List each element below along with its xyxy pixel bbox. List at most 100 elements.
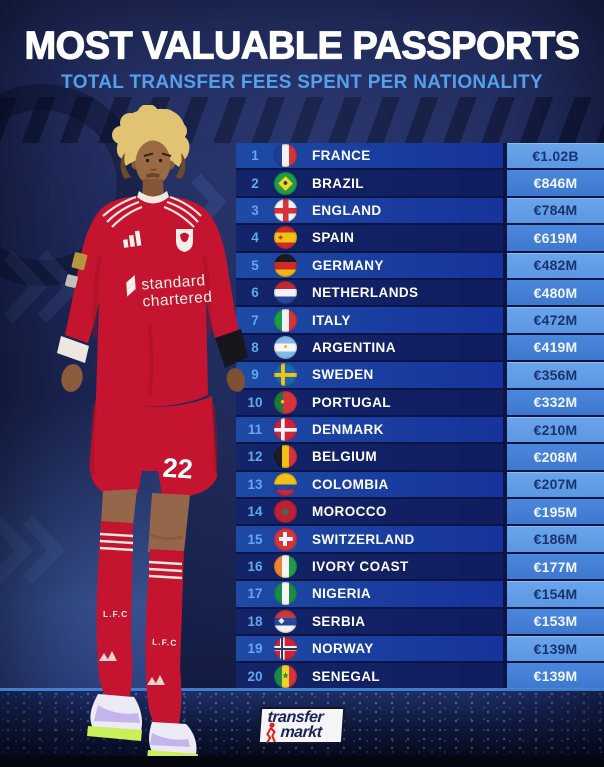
country-cell: 17 NIGERIA [236,581,503,607]
country-cell: 6 NETHERLANDS [236,279,503,306]
transfer-fee-cell: €154M [507,581,604,607]
table-row: 20 ★ SENEGAL €139M [236,663,604,689]
table-row: 12 BELGIUM €208M [236,444,604,470]
transfer-fee-cell: €332M [507,389,604,415]
rankings-table: 1 FRANCE €1.02B 2 ◆ ● BRAZIL €846M 3 ENGL… [236,143,604,689]
country-name: ITALY [312,312,351,328]
flag-spain: ◆ [274,226,297,250]
rank-number: 1 [251,148,259,164]
table-row: 9 SWEDEN €356M [236,362,604,388]
country-cell: 7 ITALY [236,307,503,333]
transfermarkt-logo-line1: transfer [266,709,324,726]
transfer-fee-cell: €177M [507,553,604,580]
transfer-fee-value: €210M [533,421,578,438]
country-name: FRANCE [312,148,371,164]
flag-emblem: ◆ [278,234,283,241]
country-cell: 13 COLOMBIA [236,471,503,498]
transfer-fee-value: €619M [533,229,578,246]
transfer-fee-value: €332M [533,394,578,411]
transfer-fee-value: €482M [533,257,578,274]
transfer-fee-cell: €207M [507,471,604,498]
rank-number: 14 [247,504,263,520]
transfer-fee-cell: €480M [507,279,604,306]
table-underline [0,688,604,691]
country-name: NETHERLANDS [312,285,419,301]
rank-number: 18 [247,613,263,629]
flag-portugal: ● [274,390,297,414]
table-row: 13 COLOMBIA €207M [236,471,604,498]
flag-emblem: ● [282,177,289,188]
bottom-bar [0,756,604,767]
flag-germany [274,253,297,277]
country-cell: 15 SWITZERLAND [236,526,503,552]
table-row: 3 ENGLAND €784M [236,197,604,224]
transfer-fee-cell: €139M [507,636,604,662]
transfer-fee-cell: €356M [507,362,604,388]
flag-sweden [274,363,297,387]
country-cell: 5 GERMANY [236,252,503,278]
country-cell: 9 SWEDEN [236,362,503,388]
country-name: ENGLAND [312,202,382,218]
transfer-fee-value: €139M [533,668,578,685]
transfer-fee-value: €207M [533,476,578,493]
table-row: 7 ITALY €472M [236,307,604,333]
rank-number: 12 [247,449,263,465]
country-cell: 1 FRANCE [236,143,503,169]
country-cell: 14 ★ MOROCCO [236,499,503,525]
country-name: ARGENTINA [312,339,396,355]
flag-emblem: ★ [280,504,291,519]
country-name: IVORY COAST [312,559,409,575]
country-name: NIGERIA [312,586,372,602]
flag-morocco: ★ [274,500,297,524]
country-name: MOROCCO [312,504,387,520]
country-name: SWITZERLAND [312,531,415,547]
table-row: 4 ◆ SPAIN €619M [236,225,604,251]
rank-number: 6 [251,285,259,301]
table-row: 11 DENMARK €210M [236,416,604,443]
country-name: SPAIN [312,230,355,246]
table-row: 6 NETHERLANDS €480M [236,279,604,306]
transfer-fee-value: €419M [533,339,578,356]
transfer-fee-value: €480M [533,284,578,301]
country-cell: 12 BELGIUM [236,444,503,470]
transfer-fee-value: €1.02B [532,147,579,164]
transfer-fee-cell: €619M [507,225,604,251]
country-cell: 19 NORWAY [236,636,503,662]
table-row: 1 FRANCE €1.02B [236,143,604,169]
flag-netherlands [274,281,297,305]
flag-france [274,144,297,168]
flag-nigeria [274,582,297,606]
table-row: 15 SWITZERLAND €186M [236,526,604,552]
diagonal-stripe-band [0,97,604,143]
rank-number: 11 [247,422,263,438]
flag-norway [274,637,297,661]
flag-belgium [274,445,297,469]
country-cell: 16 IVORY COAST [236,553,503,580]
flag-denmark [274,418,297,442]
table-row: 8 ● ARGENTINA €419M [236,334,604,361]
transfer-fee-cell: €210M [507,416,604,443]
country-cell: 3 ENGLAND [236,197,503,224]
rank-number: 8 [251,339,259,355]
rank-number: 2 [251,175,259,191]
rank-number: 4 [251,230,259,246]
country-name: SWEDEN [312,367,374,383]
country-name: COLOMBIA [312,476,389,492]
transfermarkt-logo: transfer markt [257,707,346,744]
transfer-fee-value: €195M [533,503,578,520]
country-cell: 2 ◆ ● BRAZIL [236,170,503,196]
flag-brazil: ◆ ● [274,171,297,195]
flag-england [274,198,297,222]
country-name: BRAZIL [312,175,364,191]
flag-ivory-coast [274,555,297,579]
rank-number: 20 [247,668,263,684]
country-cell: 11 DENMARK [236,416,503,443]
rank-number: 16 [247,559,263,575]
flag-emblem: ◆ [278,172,293,194]
page-subtitle: TOTAL TRANSFER FEES SPENT PER NATIONALIT… [61,72,543,93]
table-row: 5 GERMANY €482M [236,252,604,278]
transfer-fee-cell: €784M [507,197,604,224]
country-name: DENMARK [312,422,384,438]
